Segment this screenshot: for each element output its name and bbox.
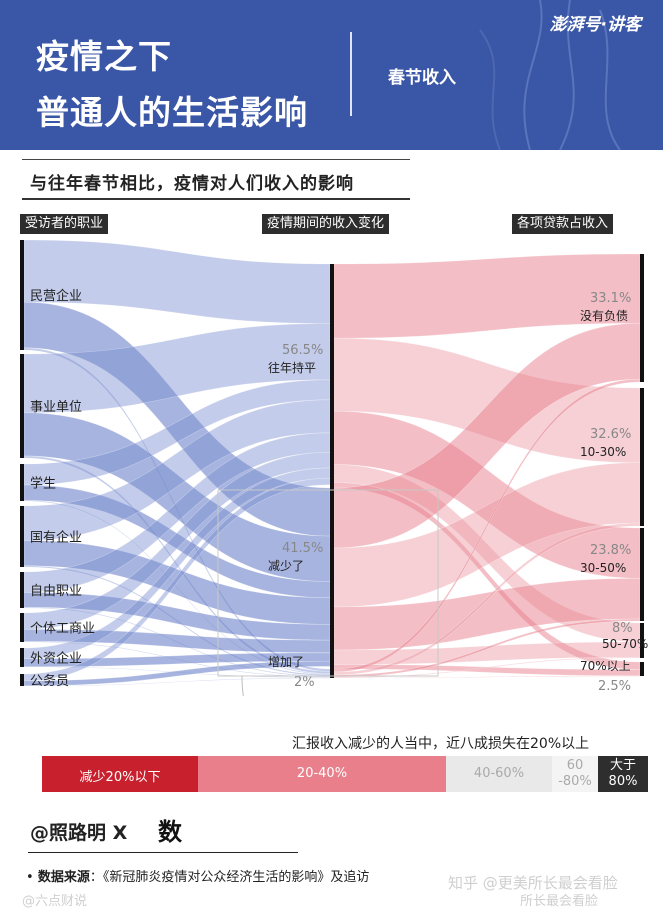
source-label-2: 学生	[30, 476, 56, 492]
column-header-occupation: 受访者的职业	[20, 214, 109, 234]
node-income-0	[330, 264, 334, 488]
loan-pct-3: 8%	[612, 621, 633, 636]
node-loan-0	[640, 254, 644, 382]
author-credit: @照路明 X	[30, 822, 128, 844]
footer-rule	[28, 852, 298, 853]
watermark-corner: 所长最会看脸	[520, 894, 599, 909]
source-label-7: 公务员	[30, 673, 69, 689]
source-label-6: 外资企业	[30, 651, 82, 667]
loan-label-4: 70%以上	[580, 659, 631, 673]
source-label-4: 自由职业	[30, 584, 82, 599]
node-source-6	[20, 648, 24, 667]
income-pct-2: 2%	[294, 675, 315, 690]
subtitle-top-rule	[22, 159, 410, 160]
author-logo: 数	[158, 818, 182, 846]
loan-label-0: 没有负债	[580, 308, 628, 323]
node-source-3	[20, 506, 24, 567]
loss-segment-4: 大于 80%	[598, 756, 648, 792]
subtitle-rule	[22, 198, 410, 200]
node-loan-3	[640, 623, 644, 658]
source-text: ：《新冠肺炎疫情对公众经济生活的影响》及追访	[89, 870, 370, 885]
loss-segment-3: 60 -80%	[552, 756, 598, 792]
node-source-4	[20, 572, 24, 608]
node-source-5	[20, 613, 24, 642]
loss-segment-1: 20-40%	[198, 756, 446, 792]
node-income-2	[330, 669, 334, 678]
loss-segment-label-3: 60 -80%	[558, 758, 592, 789]
loss-segment-2: 40-60%	[446, 756, 552, 792]
income-label-1: 减少了	[268, 559, 304, 573]
header-divider	[350, 32, 352, 116]
flow-增加了-70%以上	[333, 675, 641, 679]
chart-subtitle: 与往年春节相比，疫情对人们收入的影响	[30, 174, 354, 194]
page-title-line2: 普通人的生活影响	[36, 93, 308, 132]
loan-pct-2: 23.8%	[590, 543, 631, 558]
highlight-box	[217, 489, 439, 677]
loss-note: 汇报收入减少的人当中，近八成损失在20%以上	[292, 736, 590, 752]
node-source-7	[20, 674, 24, 686]
loss-segment-label-1: 20-40%	[296, 766, 348, 781]
page-title-line1: 疫情之下	[36, 37, 172, 76]
loan-pct-4: 2.5%	[598, 679, 631, 694]
node-loan-4	[640, 662, 644, 676]
section-label: 春节收入	[388, 68, 456, 88]
node-source-2	[20, 464, 24, 501]
source-label-0: 民营企业	[30, 288, 82, 304]
loan-label-3: 50-70%	[602, 637, 648, 651]
loan-pct-1: 32.6%	[590, 427, 631, 442]
loss-segment-label-4: 大于 80%	[608, 758, 638, 789]
note-connector	[241, 675, 244, 696]
loss-segment-label-2: 40-60%	[473, 766, 525, 781]
node-source-0	[20, 240, 24, 350]
node-income-1	[330, 488, 334, 669]
source-label-3: 国有企业	[30, 530, 82, 546]
income-label-2: 增加了	[268, 655, 304, 669]
income-pct-0: 56.5%	[282, 343, 323, 358]
source-label-5: 个体工商业	[30, 622, 95, 637]
flow-公务员-增加了	[23, 677, 331, 687]
watermark-weibo: @六点财说	[22, 894, 88, 909]
loan-label-2: 30-50%	[580, 561, 626, 575]
node-loan-1	[640, 388, 644, 526]
header-banner: 疫情之下 普通人的生活影响 春节收入 澎湃号·讲客	[0, 0, 663, 150]
data-source: • 数据来源：《新冠肺炎疫情对公众经济生活的影响》及追访	[26, 870, 370, 885]
header-decoration	[479, 0, 621, 150]
node-loan-2	[640, 528, 644, 621]
income-label-0: 往年持平	[268, 360, 316, 375]
loss-segment-label-0: 减少20%以下	[79, 770, 161, 785]
node-source-1	[20, 354, 24, 458]
column-header-loan-ratio: 各项贷款占收入	[512, 214, 614, 234]
source-label: 数据来源	[37, 870, 90, 885]
loss-segment-0: 减少20%以下	[42, 756, 198, 792]
brand-logo: 澎湃号·讲客	[549, 15, 641, 35]
source-label-1: 事业单位	[30, 400, 82, 415]
column-header-income-change: 疫情期间的收入变化	[262, 214, 390, 234]
watermark-zhihu: 知乎 @更美所长最会看脸	[448, 874, 618, 892]
loan-pct-0: 33.1%	[590, 291, 631, 306]
income-pct-1: 41.5%	[282, 541, 323, 556]
loan-label-1: 10-30%	[580, 445, 626, 459]
